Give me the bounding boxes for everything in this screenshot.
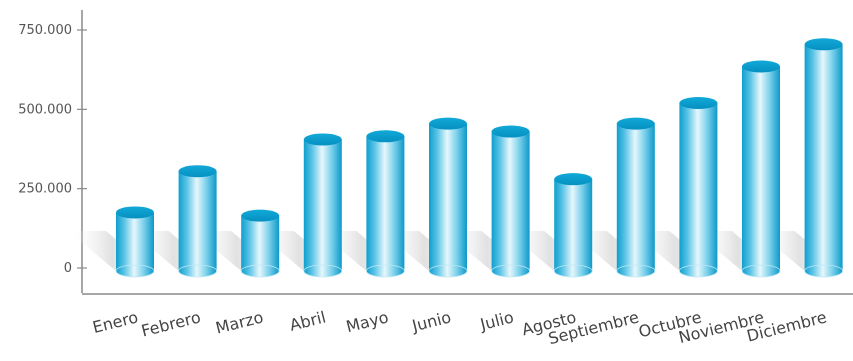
bar-base [303, 264, 343, 278]
bar-base [491, 264, 531, 278]
y-tick-label: 750.000 [18, 23, 72, 38]
bar-body [804, 44, 843, 277]
bar-top [742, 60, 780, 73]
bar-body [178, 171, 217, 277]
bar-enero [115, 206, 155, 278]
bar-top [554, 173, 593, 186]
bar-top [616, 117, 655, 130]
bar-base [741, 264, 781, 278]
bar-top [241, 209, 280, 222]
y-axis-labels: 0 250.000 500.000 750.000 [18, 23, 87, 276]
bar-body [429, 123, 467, 277]
bar-octubre [679, 96, 718, 278]
bar-top [491, 125, 530, 138]
bar-base [428, 264, 468, 278]
bar-top [178, 165, 217, 178]
bar-body [303, 139, 342, 277]
bar-body [116, 212, 154, 277]
x-tick-label: Junio [409, 307, 453, 335]
y-tick-label: 0 [64, 261, 72, 276]
bar-top [366, 130, 405, 143]
bar-body [366, 136, 405, 277]
bar-mayo [365, 130, 405, 278]
bar-top [804, 38, 843, 51]
bar-body [742, 66, 780, 277]
bar-abril [303, 133, 343, 278]
bar-base [553, 264, 593, 278]
bar-base [679, 264, 718, 278]
bar-base [804, 264, 843, 278]
y-tick-label: 500.000 [18, 102, 72, 117]
x-axis-labels: Enero Febrero Marzo Abril Mayo Junio Julio Agos… [91, 307, 829, 348]
x-tick-label: Julio [477, 307, 515, 334]
bar-top [429, 117, 467, 130]
bar-base [365, 264, 405, 278]
bar-julio [491, 125, 531, 278]
bar-body [241, 215, 280, 277]
bar-septiembre [616, 117, 656, 278]
bar-agosto [553, 173, 593, 278]
bar-body [491, 131, 530, 277]
axes [81, 10, 853, 295]
bar-junio [428, 117, 468, 278]
bar-top [303, 133, 342, 146]
bar-noviembre [741, 60, 781, 278]
bars [115, 38, 843, 278]
x-tick-label: Febrero [139, 307, 202, 340]
x-tick-label: Marzo [214, 307, 266, 337]
bar-body [679, 102, 718, 277]
bar-body [616, 123, 655, 277]
bar-base [240, 264, 280, 278]
y-tick-label: 250.000 [18, 182, 72, 197]
bar-base [178, 264, 218, 278]
bar-body [554, 179, 593, 277]
bar-febrero [178, 165, 218, 278]
bar-diciembre [804, 38, 843, 278]
bar-base [616, 264, 656, 278]
bar-top [116, 206, 154, 219]
x-tick-label: Mayo [344, 307, 390, 336]
x-tick-label: Enero [91, 307, 140, 337]
bar-top [679, 96, 718, 109]
bar-marzo [240, 209, 280, 278]
bar-base [115, 264, 155, 278]
x-tick-label: Abril [288, 307, 328, 334]
